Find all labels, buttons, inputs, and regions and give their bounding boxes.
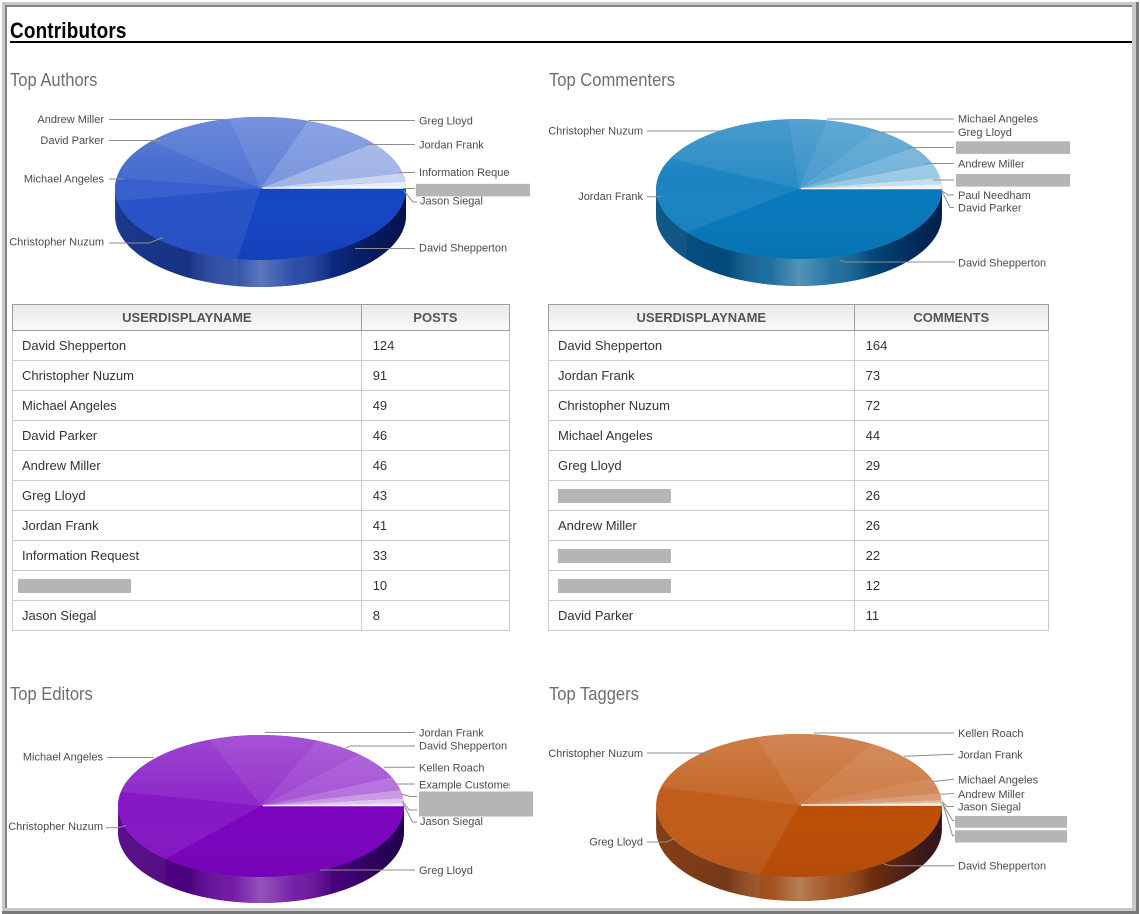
svg-text:Jordan Frank: Jordan Frank [419, 140, 484, 152]
svg-text:Jordan Frank: Jordan Frank [419, 728, 484, 740]
svg-text:David Shepperton: David Shepperton [958, 258, 1046, 270]
svg-text:Information Request: Information Request [419, 167, 518, 179]
svg-text:Christopher Nuzum: Christopher Nuzum [9, 237, 104, 249]
svg-text:Christopher Nuzum: Christopher Nuzum [8, 821, 103, 833]
svg-text:Greg Lloyd: Greg Lloyd [419, 865, 473, 877]
svg-text:Greg Lloyd: Greg Lloyd [589, 837, 643, 849]
svg-text:Michael Angeles: Michael Angeles [23, 751, 104, 763]
svg-text:Jordan Frank: Jordan Frank [578, 191, 643, 203]
svg-text:David Shepperton: David Shepperton [958, 861, 1046, 873]
svg-text:Michael Angeles: Michael Angeles [958, 774, 1039, 786]
svg-text:David Parker: David Parker [40, 135, 104, 147]
svg-text:Jason Siegal: Jason Siegal [420, 196, 483, 208]
svg-text:Jordan Frank: Jordan Frank [958, 749, 1023, 761]
svg-text:Andrew Miller: Andrew Miller [958, 159, 1025, 171]
svg-text:Andrew Miller: Andrew Miller [958, 789, 1025, 801]
svg-text:Jason Siegal: Jason Siegal [958, 802, 1021, 814]
svg-text:Paul Needham: Paul Needham [958, 190, 1031, 202]
svg-text:David Parker: David Parker [958, 203, 1022, 215]
svg-text:Christopher Nuzum: Christopher Nuzum [548, 748, 643, 760]
svg-text:Greg Lloyd: Greg Lloyd [958, 127, 1012, 139]
svg-text:Kellen Roach: Kellen Roach [958, 728, 1023, 740]
svg-text:Jason Siegal: Jason Siegal [420, 816, 483, 828]
svg-text:Greg Lloyd: Greg Lloyd [419, 116, 473, 128]
svg-text:Michael Angeles: Michael Angeles [958, 114, 1039, 126]
svg-text:Andrew Miller: Andrew Miller [37, 114, 104, 126]
svg-text:David Shepperton: David Shepperton [419, 741, 507, 753]
svg-text:David Shepperton: David Shepperton [419, 243, 507, 255]
svg-text:Example Customer: Example Customer [419, 780, 513, 792]
svg-text:Michael Angeles: Michael Angeles [24, 174, 105, 186]
svg-text:Christopher Nuzum: Christopher Nuzum [548, 126, 643, 138]
svg-text:Kellen Roach: Kellen Roach [419, 763, 484, 775]
